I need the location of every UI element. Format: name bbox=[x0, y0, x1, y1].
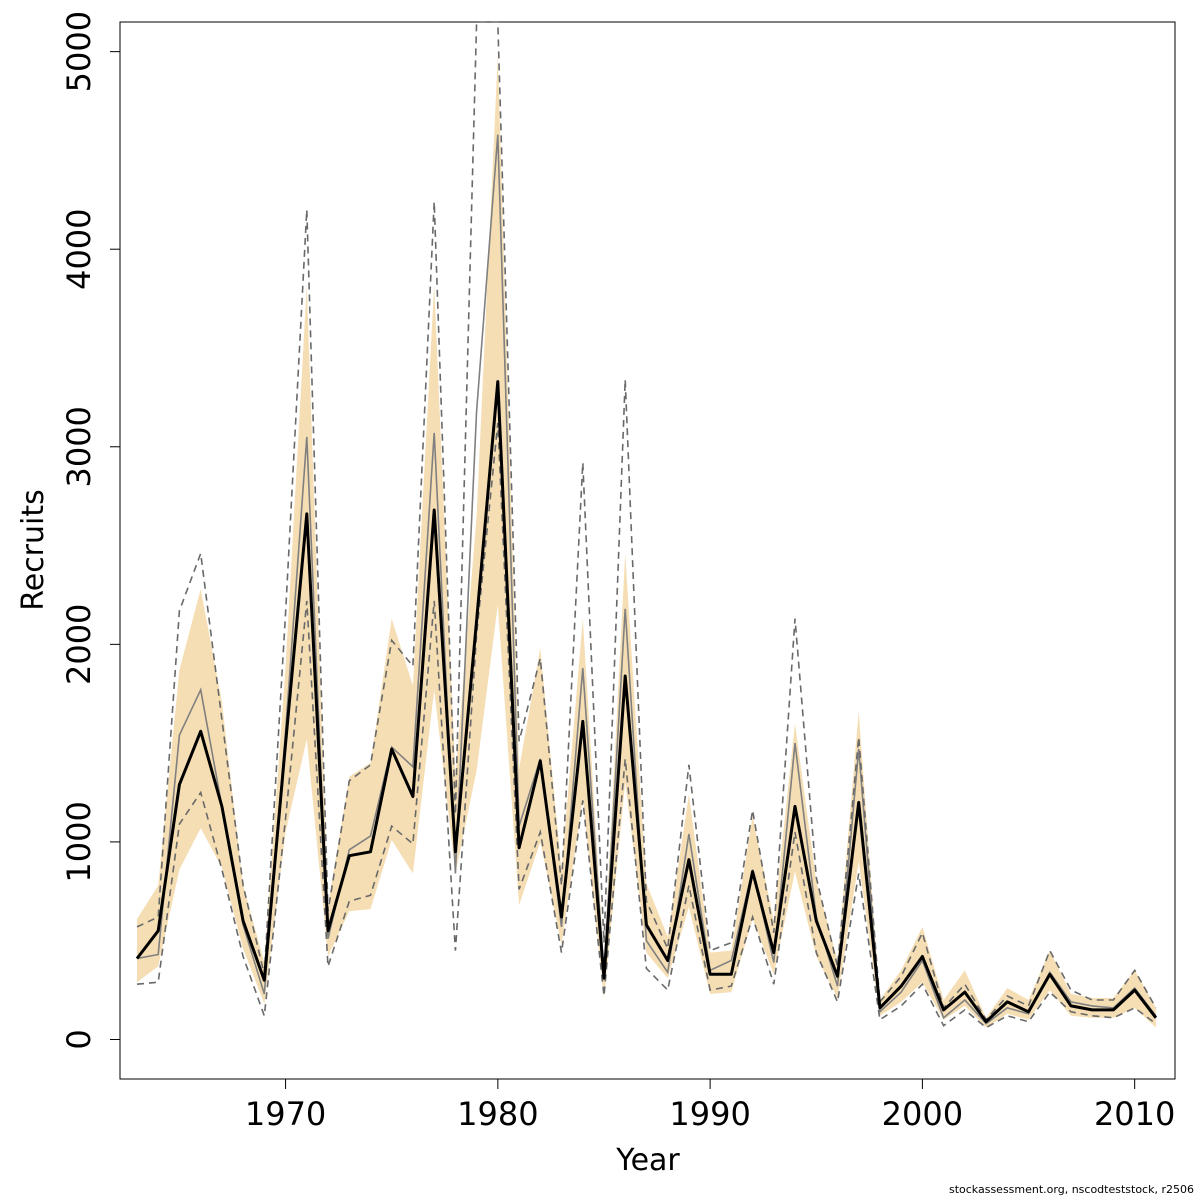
x-tick-label: 1980 bbox=[457, 1095, 538, 1133]
axes-layer: 1970 1980 1990 2000 2010 0 1000 2000 3000 4000 500… bbox=[60, 11, 1175, 1133]
x-tick-label: 1970 bbox=[245, 1095, 326, 1133]
footnote: stockassessment.org, nscodteststock, r25… bbox=[948, 1183, 1194, 1196]
x-axis-title: Year bbox=[615, 1143, 680, 1178]
y-tick-label: 4000 bbox=[60, 208, 98, 289]
x-tick-label: 2000 bbox=[882, 1095, 963, 1133]
x-tick-label: 1990 bbox=[669, 1095, 750, 1133]
confidence-band bbox=[137, 55, 1156, 1028]
confidence-band-layer bbox=[137, 55, 1156, 1028]
alt-lower-dashed-line bbox=[136, 423, 1157, 1029]
x-tick-label: 2010 bbox=[1094, 1095, 1175, 1133]
y-tick-label: 0 bbox=[60, 1029, 98, 1049]
y-axis-title: Recruits bbox=[16, 489, 51, 611]
estimate-line bbox=[135, 380, 1158, 1024]
alt-estimate-line bbox=[136, 134, 1157, 1025]
alt-upper-dashed-line bbox=[136, 21, 1157, 1022]
y-tick-label: 1000 bbox=[60, 801, 98, 882]
series-line-layer bbox=[135, 21, 1158, 1029]
plot-frame bbox=[119, 21, 1176, 1080]
y-tick-label: 3000 bbox=[60, 406, 98, 487]
y-tick-label: 5000 bbox=[60, 11, 98, 92]
y-tick-label: 2000 bbox=[60, 604, 98, 685]
